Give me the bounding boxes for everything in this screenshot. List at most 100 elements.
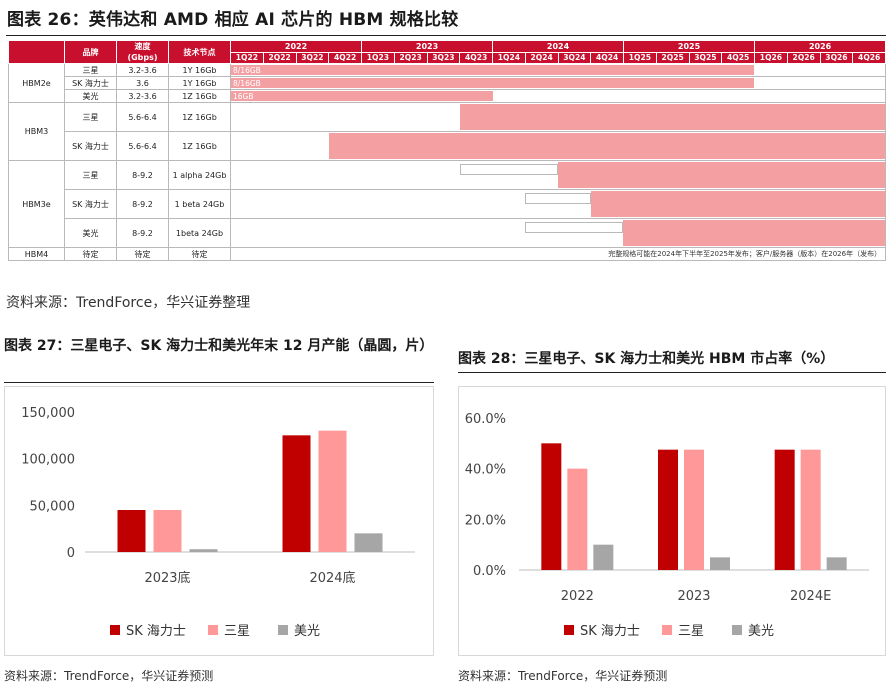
timeline xyxy=(231,103,886,131)
legend-swatch xyxy=(732,625,742,635)
bar-0-2 xyxy=(774,449,795,570)
bar-0-0 xyxy=(541,443,562,570)
header-quarter: 3Q22 xyxy=(296,52,330,65)
header-quarter: 2Q24 xyxy=(525,52,559,65)
speed-cell: 5.6-6.4 xyxy=(116,102,169,132)
table-row: HBM4 待定 待定 待定 完整规格可能在2024年下半年至2025年发布；客户/服务器… xyxy=(8,247,887,261)
table-row: SK 海力士 5.6-6.4 1Z 16Gb xyxy=(9,131,887,161)
header-quarter: 4Q25 xyxy=(721,52,756,65)
speed-cell: 3.2-3.6 xyxy=(116,63,169,77)
x-category-label: 2024E xyxy=(790,589,831,604)
timeline-cell: 8/16GB xyxy=(229,76,887,90)
hbm4-note: 完整规格可能在2024年下半年至2025年发布；客户/服务器（版本）在2026年… xyxy=(608,250,882,258)
node-cell: 1 alpha 24Gb xyxy=(168,160,231,190)
y-tick-label: 0 xyxy=(67,546,75,561)
timeline xyxy=(231,219,886,247)
bar-2-0 xyxy=(189,549,218,552)
bar-2-1 xyxy=(354,533,383,552)
header-year: 2022 xyxy=(230,41,363,53)
timeline-cell: 8/16GB xyxy=(229,63,887,77)
node-cell: 1Y 16Gb xyxy=(168,76,231,90)
header-year: 2024 xyxy=(492,41,625,53)
chart-28: 60.0% 40.0% 20.0% 0.0% 2022 2023 2024E SK 海力士 三星… xyxy=(465,412,869,639)
bar-0-0 xyxy=(117,510,146,552)
timeline-cell xyxy=(229,218,887,248)
generation-cell: HBM2e xyxy=(8,63,65,103)
availability-bar xyxy=(623,220,886,246)
header-speed: 速度 (Gbps) xyxy=(116,41,169,64)
header-quarter: 1Q23 xyxy=(361,52,395,65)
chart-28-panel: 60.0% 40.0% 20.0% 0.0% 2022 2023 2024E SK 海力士 三星… xyxy=(458,386,886,656)
availability-bar xyxy=(558,162,886,188)
speed-cell: 3.2-3.6 xyxy=(116,89,169,103)
availability-bar xyxy=(231,78,755,88)
node-cell: 1 beta 24Gb xyxy=(168,189,231,219)
header-quarter: 2Q26 xyxy=(787,52,821,65)
legend-label: SK 海力士 xyxy=(580,624,640,639)
brand-cell: 三星 xyxy=(64,63,117,77)
header-quarter: 1Q24 xyxy=(492,52,526,65)
y-tick-label: 150,000 xyxy=(21,406,75,421)
header-quarter: 3Q26 xyxy=(820,52,854,65)
table-row: SK 海力士 8-9.2 1 beta 24Gb xyxy=(9,189,887,219)
brand-cell: SK 海力士 xyxy=(64,76,117,90)
y-tick-label: 60.0% xyxy=(465,412,506,427)
timeline: 完整规格可能在2024年下半年至2025年发布；客户/服务器（版本）在2026年… xyxy=(231,248,885,260)
availability-bar xyxy=(459,104,886,130)
capacity-label: 16GB xyxy=(233,92,254,101)
figure-28-title: 图表 28：三星电子、SK 海力士和美光 HBM 市占率（%） xyxy=(458,351,835,367)
header-year-row: 品牌 速度 (Gbps) 技术节点 2022 2023 2024 2025 2026 xyxy=(8,41,887,64)
bar-1-1 xyxy=(318,430,347,552)
title-rule xyxy=(458,372,886,373)
node-cell: 1Z 16Gb xyxy=(168,131,231,161)
speed-cell: 待定 xyxy=(116,247,169,261)
bar-1-2 xyxy=(800,449,821,570)
speed-cell: 3.6 xyxy=(116,76,169,90)
sample-period-segment xyxy=(525,193,591,204)
bar-0-1 xyxy=(658,449,678,570)
x-category-label: 2024底 xyxy=(309,570,355,586)
legend-label: 美光 xyxy=(294,624,320,639)
availability-bar xyxy=(231,91,493,101)
bar-2-1 xyxy=(710,557,730,570)
capacity-label: 8/16GB xyxy=(233,79,261,88)
speed-cell: 8-9.2 xyxy=(116,160,169,190)
timeline xyxy=(231,190,886,218)
header-quarter: 4Q26 xyxy=(852,52,887,65)
header-quarter: 3Q24 xyxy=(558,52,592,65)
header-quarter: 2Q25 xyxy=(656,52,690,65)
figure-27-source: 资料来源：TrendForce，华兴证券预测 xyxy=(4,669,214,683)
node-cell: 1Z 16Gb xyxy=(168,102,231,132)
table-row: HBM3 三星 5.6-6.4 1Z 16Gb xyxy=(8,102,887,161)
bar-2-2 xyxy=(826,557,847,570)
availability-bar xyxy=(231,65,755,75)
node-cell: 1Z 16Gb xyxy=(168,89,231,103)
table-row: SK 海力士 3.6 1Y 16Gb 8/16GB xyxy=(9,76,887,90)
header-year: 2023 xyxy=(361,41,494,53)
timeline: 16GB xyxy=(231,90,885,102)
header-node: 技术节点 xyxy=(168,41,231,64)
table-row: 美光 8-9.2 1beta 24Gb xyxy=(9,218,887,248)
header-year: 2025 xyxy=(623,41,756,53)
sample-period-segment xyxy=(525,222,624,233)
header-quarter-row: 1Q22 2Q22 3Q22 4Q22 1Q23 2Q23 3Q23 4Q23 1Q24 2Q24… xyxy=(9,52,887,65)
y-tick-label: 0.0% xyxy=(473,564,506,579)
header-quarter: 4Q22 xyxy=(328,52,363,65)
brand-cell: 美光 xyxy=(64,89,117,103)
brand-cell: 三星 xyxy=(64,102,117,132)
timeline-cell: 完整规格可能在2024年下半年至2025年发布；客户/服务器（版本）在2026年… xyxy=(229,247,887,261)
header-year: 2026 xyxy=(754,41,887,53)
legend-swatch xyxy=(110,625,120,635)
figure-28-source: 资料来源：TrendForce，华兴证券预测 xyxy=(458,669,668,683)
brand-cell: 美光 xyxy=(64,218,117,248)
bar-2-0 xyxy=(593,544,614,570)
legend-swatch xyxy=(208,625,218,635)
table-row: HBM3e 三星 8-9.2 1 alpha 24Gb xyxy=(8,160,887,248)
timeline-cell xyxy=(229,102,887,132)
title-rule xyxy=(6,35,886,36)
bar-1-0 xyxy=(567,468,588,570)
x-category-label: 2023 xyxy=(677,589,710,604)
x-category-label: 2022 xyxy=(561,589,594,604)
legend-label: SK 海力士 xyxy=(126,624,186,639)
y-tick-label: 20.0% xyxy=(465,513,506,528)
